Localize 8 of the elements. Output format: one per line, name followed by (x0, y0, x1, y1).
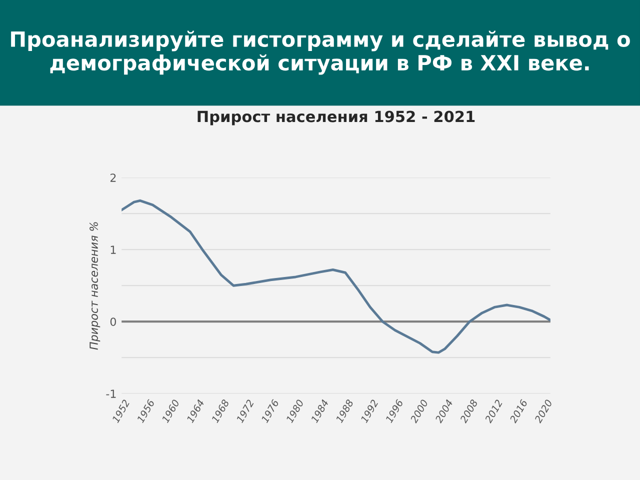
y-tick-label: 0 (110, 318, 116, 326)
y-tick-label: 1 (110, 246, 116, 254)
line-series (122, 199, 550, 354)
y-tick-label: 2 (110, 174, 116, 182)
y-tick-label: -1 (106, 390, 116, 398)
chart-subtitle: Прирост населения 1952 - 2021 (198, 110, 475, 126)
chart-title: Проанализируйте гистограмму и сделайте вывод о демографической ситуации в РФ в XXI веке. (11, 30, 630, 75)
y-axis-title: Прирост населения % (90, 222, 100, 350)
